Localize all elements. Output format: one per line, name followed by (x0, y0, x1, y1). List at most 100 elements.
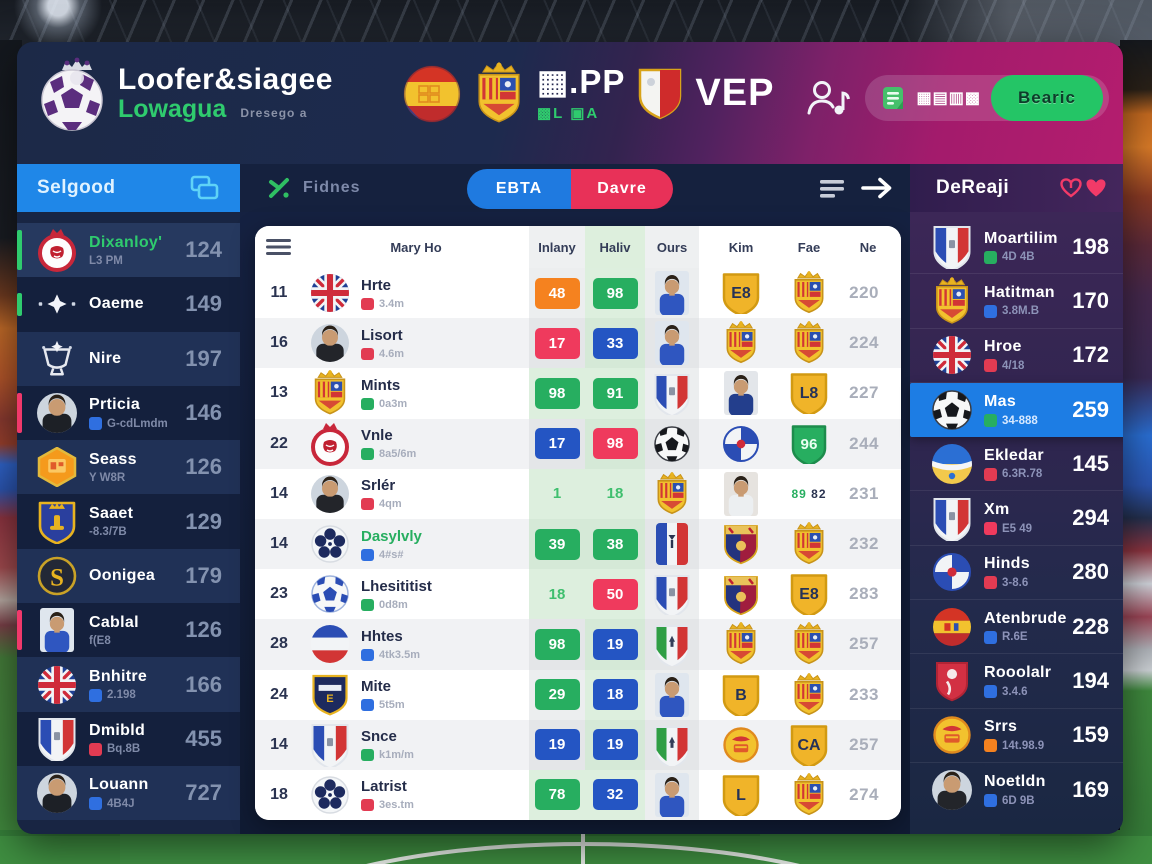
tab-left[interactable]: EBTA (467, 169, 571, 209)
stat-cell: 48 (529, 268, 585, 319)
barca-crest-icon (723, 574, 759, 615)
player-cell[interactable]: Hhtes 4tk3.5m (303, 619, 529, 670)
player-cell[interactable]: Lhesititist 0d8m (303, 569, 529, 620)
list-item[interactable]: Saaet -8.3/7B 129 (17, 494, 240, 549)
column-header[interactable]: Ours (645, 226, 699, 268)
arrow-right-icon[interactable] (860, 176, 894, 200)
player-icon (311, 324, 349, 363)
app-title: Loofer&siagee (118, 62, 333, 96)
list-item[interactable]: Xm E5 49 294 (910, 491, 1123, 546)
list-item[interactable]: Nire 197 (17, 331, 240, 386)
spain-crest-icon (654, 471, 690, 516)
primary-action-button[interactable]: Bearic (991, 75, 1103, 121)
fr-shield-icon (932, 496, 972, 541)
item-sub-text: 3.8M.B (1002, 305, 1040, 318)
column-header[interactable]: Inlany (529, 226, 585, 268)
list-item[interactable]: Srrs 14t.98.9 159 (910, 709, 1123, 763)
player-cell[interactable]: Snce k1m/m (303, 719, 529, 770)
heart-filled-icon[interactable] (1085, 178, 1107, 198)
total-value: 274 (849, 784, 879, 804)
list-item[interactable]: Bnhitre 2.198 166 (17, 657, 240, 712)
list-item[interactable]: Ekledar 6.3R.78 145 (910, 437, 1123, 492)
right-panel-header[interactable]: DeReaji (910, 164, 1123, 212)
es-circle-icon (932, 605, 972, 649)
item-sub-text: L3 PM (89, 254, 123, 267)
stats-table-card: Mary Ho Inlany Haliv Ours Kim Fae Ne 11 Hrte 3… (255, 226, 901, 820)
app-window: Loofer&siagee Lowagua Dresego a (17, 42, 1123, 834)
list-item[interactable]: Seass Y W8R 126 (17, 440, 240, 495)
list-item[interactable]: Mas 34-888 259 (910, 382, 1123, 438)
list-item[interactable]: Noetldn 6D 9B 169 (910, 763, 1123, 817)
mini-badge-icon (361, 648, 374, 661)
player-sub-text: 3.4m (379, 297, 405, 310)
list-item[interactable]: Hroe 4/18 172 (910, 329, 1123, 383)
player-sub-text: 4tk3.5m (379, 648, 420, 661)
item-value: 259 (1072, 397, 1109, 423)
item-value: 170 (1072, 287, 1109, 313)
rank-cell: 11 (255, 268, 303, 319)
heart-outline-icon[interactable] (1060, 178, 1082, 198)
list-item[interactable]: Dmibld Bq.8B 455 (17, 711, 240, 766)
player-cell[interactable]: Dasylvly 4#s# (303, 518, 529, 570)
mini-badge-icon (361, 799, 374, 812)
item-sub-text: -8.3/7B (89, 526, 127, 539)
column-header[interactable]: Kim (699, 226, 783, 268)
player-sub: 4.6m (361, 347, 404, 360)
player-cell[interactable]: Hrte 3.4m (303, 268, 529, 319)
stats-table: Mary Ho Inlany Haliv Ours Kim Fae Ne 11 Hrte 3… (255, 226, 901, 820)
club-ball-logo-icon (38, 56, 106, 132)
list-item[interactable]: Prticia G-cdLmdm 146 (17, 385, 240, 441)
player-cell[interactable]: Latrist 3es.tm (303, 769, 529, 820)
total-value: 233 (849, 684, 879, 704)
list-item[interactable]: Rooolalr 3.4.6 194 (910, 654, 1123, 709)
user-chip[interactable]: ▦▤▥▩ Bearic (864, 75, 1109, 121)
list-item[interactable]: Oaeme 149 (17, 277, 240, 332)
stat-cell: 17 (529, 418, 585, 469)
green-cross-icon[interactable] (266, 175, 292, 201)
item-value: 146 (185, 400, 222, 426)
cards-icon[interactable] (190, 175, 220, 201)
stat-cell: 19 (585, 719, 645, 770)
list-item[interactable]: Hinds 3-8.6 280 (910, 546, 1123, 601)
gold-round-icon (723, 727, 759, 763)
user-avatar-icon[interactable] (805, 77, 851, 119)
player-cell[interactable]: Mints 0a3m (303, 368, 529, 419)
menu-icon[interactable] (820, 178, 846, 198)
column-header[interactable]: Haliv (585, 226, 645, 268)
app-logo[interactable]: Loofer&siagee Lowagua Dresego a (38, 56, 333, 132)
list-item[interactable]: Dixanloy' L3 PM 124 (17, 223, 240, 278)
item-sub-text: G-cdLmdm (107, 417, 168, 430)
item-name: Mas (984, 393, 1017, 411)
item-sub-text: 3.4.6 (1002, 685, 1028, 698)
list-item[interactable]: Atenbrude R.6E 228 (910, 600, 1123, 655)
list-item[interactable]: Moartilim 4D 4B 198 (910, 220, 1123, 275)
list-item[interactable]: Hatitman 3.8M.B 170 (910, 274, 1123, 329)
list-item[interactable]: Cablal f(E8 126 (17, 603, 240, 658)
player-icon (37, 391, 77, 435)
total-cell: 257 (835, 619, 901, 670)
item-value: 294 (1072, 505, 1109, 531)
ball-bw-icon (932, 388, 972, 432)
total-cell: 283 (835, 569, 901, 620)
player-cell[interactable]: Vnle 8a5/6m (303, 418, 529, 469)
item-value: 126 (185, 454, 222, 480)
column-header[interactable]: Mary Ho (303, 226, 529, 268)
club-cell: L (699, 769, 783, 820)
player-cell[interactable]: Srlér 4qm (303, 468, 529, 519)
club-cell (645, 518, 699, 570)
list-item[interactable]: S Oonigea 179 (17, 548, 240, 604)
menu-icon[interactable] (266, 238, 292, 256)
player-cell[interactable]: E Mite 5t5m (303, 669, 529, 720)
column-header[interactable]: Fae (783, 226, 835, 268)
app-subtitle-hint: Dresego a (240, 106, 308, 121)
list-item[interactable]: Louann 4B4J 727 (17, 765, 240, 821)
player-cell[interactable]: Lisort 4.6m (303, 318, 529, 369)
green-shield-icon: 96 (791, 424, 827, 464)
item-sub: 3-8.6 (984, 576, 1066, 590)
column-header[interactable]: Ne (835, 226, 901, 268)
table-menu-cell[interactable] (255, 226, 303, 268)
player-sub-text: 8a5/6m (379, 448, 417, 461)
item-name: Moartilim (984, 229, 1058, 247)
left-panel-header[interactable]: Selgood (17, 164, 240, 212)
tab-right[interactable]: Davre (571, 169, 673, 209)
